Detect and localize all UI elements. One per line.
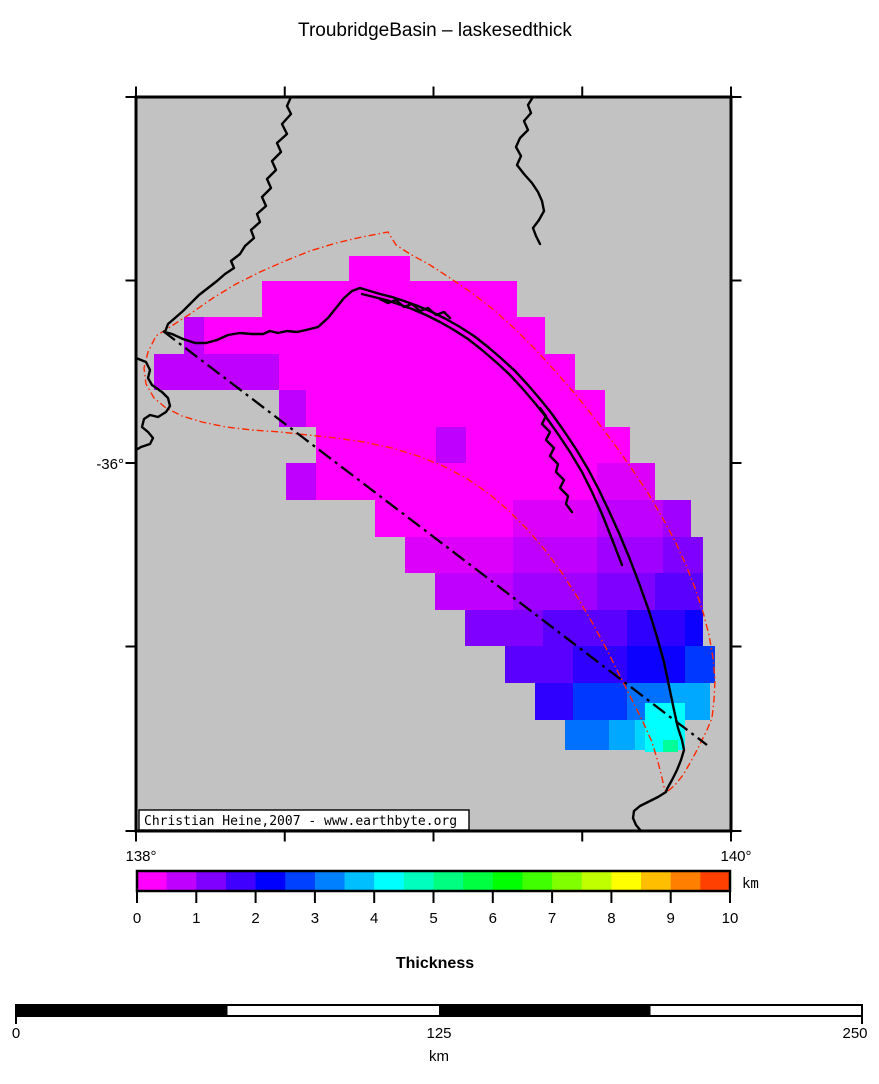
colorbar-segment — [492, 871, 523, 891]
coastline — [360, 292, 624, 567]
colorbar-border — [135, 869, 732, 893]
colorbar-segment — [433, 871, 464, 891]
basin-cell — [663, 740, 678, 752]
colorbar-tick-label: 9 — [667, 910, 675, 927]
colorbar-segment — [522, 871, 553, 891]
colorbar-segment — [670, 871, 701, 891]
basin-cell — [349, 256, 410, 281]
basin-cell — [645, 740, 663, 752]
basin-cell — [685, 610, 703, 646]
basin-cell — [609, 720, 635, 750]
colorbar-tick-label: 2 — [251, 910, 259, 927]
basin-cell — [262, 281, 517, 317]
basin-cell — [466, 427, 630, 463]
scalebar-label: 0 — [12, 1025, 20, 1042]
coastline — [514, 95, 546, 246]
scalebar-unit: km — [429, 1048, 449, 1065]
colorbar-segment — [196, 871, 227, 891]
basin-cell — [286, 463, 316, 500]
basin-cell — [685, 646, 715, 683]
basin-cell — [573, 683, 627, 720]
colorbar-segment — [314, 871, 346, 891]
colorbar-tick-label: 0 — [133, 910, 141, 927]
scalebar-segment — [227, 1005, 439, 1016]
basin-cell — [645, 703, 685, 740]
scalebar-border — [15, 1004, 863, 1017]
page-title: TroubridgeBasin – laskesedthick — [298, 20, 572, 41]
colorbar-unit: km — [742, 876, 759, 892]
basin-cell — [204, 317, 545, 354]
map-lines-layer — [134, 95, 716, 833]
scalebar: 0 125 250 — [12, 1004, 868, 1042]
basin-cell — [375, 500, 513, 537]
coastline — [163, 95, 686, 833]
scalebar-segment — [650, 1005, 862, 1016]
scalebar-label: 250 — [842, 1025, 867, 1042]
basin-cell — [465, 610, 543, 646]
colorbar-tick-label: 10 — [722, 910, 739, 927]
colorbar-segment — [374, 871, 405, 891]
latitude-label: -36° — [96, 456, 124, 473]
colorbar-segment — [641, 871, 672, 891]
basin-cell — [597, 463, 655, 500]
colorbar-segment — [463, 871, 494, 891]
colorbar-tick-label: 8 — [607, 910, 615, 927]
colorbar-tick-label: 3 — [311, 910, 319, 927]
map-frame — [134, 95, 733, 833]
colorbar-tick-label: 1 — [192, 910, 200, 927]
colorbar-segment — [611, 871, 642, 891]
colorbar-segment — [255, 871, 286, 891]
colorbar-segment — [552, 871, 583, 891]
basin-cell — [279, 354, 575, 390]
basin-cell — [597, 537, 663, 573]
colorbar-tick-label: 4 — [370, 910, 378, 927]
colorbar-tick-label: 7 — [548, 910, 556, 927]
longitude-label-left: 138° — [125, 848, 156, 865]
basin-cell — [543, 610, 627, 646]
basin-cell — [565, 720, 609, 750]
basin-cell — [663, 537, 703, 573]
basin-cell — [513, 573, 597, 610]
scalebar-label: 125 — [426, 1025, 451, 1042]
basin-outline — [143, 231, 716, 792]
basin-cell — [316, 463, 597, 500]
frame-ticks-layer — [125, 86, 742, 842]
colorbar: 0 1 2 3 4 5 6 7 8 9 10 — [133, 869, 739, 927]
basin-cell — [184, 317, 204, 354]
coastline — [538, 406, 574, 514]
colorbar-tick-label: 6 — [489, 910, 497, 927]
basin-cell — [627, 646, 685, 683]
basin-cell — [435, 573, 513, 610]
colorbar-segment — [581, 871, 612, 891]
basin-cell — [505, 646, 573, 683]
attribution-box — [138, 809, 470, 831]
basin-cell — [436, 427, 466, 463]
basin-cell — [535, 683, 573, 720]
colorbar-tick-label: 5 — [429, 910, 437, 927]
scalebar-segment — [16, 1005, 228, 1016]
scalebar-segment — [439, 1005, 651, 1016]
colorbar-segment — [225, 871, 257, 891]
basin-cell — [627, 610, 685, 646]
colorbar-segment — [403, 871, 434, 891]
longitude-label-right: 140° — [720, 848, 751, 865]
colorbar-segment — [137, 871, 168, 891]
basin-cell — [513, 537, 597, 573]
colorbar-segment — [166, 871, 197, 891]
colorbar-title: Thickness — [396, 955, 474, 972]
colorbar-segment — [700, 871, 731, 891]
coastline — [378, 297, 452, 320]
basin-cell — [306, 390, 605, 427]
basin-cell — [663, 500, 691, 537]
coastline — [134, 356, 172, 452]
colorbar-segment — [344, 871, 375, 891]
section-line — [162, 330, 708, 746]
colorbar-segment — [285, 871, 316, 891]
basin-cell — [655, 573, 703, 610]
basin-cell — [513, 500, 597, 537]
attribution-text: Christian Heine,2007 - www.earthbyte.org — [144, 814, 457, 829]
basin-cell — [279, 390, 306, 427]
